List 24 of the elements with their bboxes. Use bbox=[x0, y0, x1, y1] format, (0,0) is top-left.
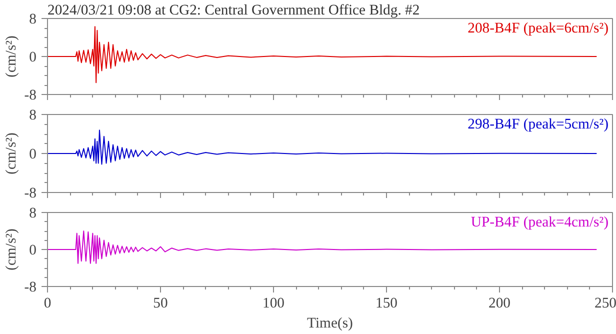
series-label: UP-B4F (peak=4cm/s²) bbox=[470, 214, 609, 230]
y-tick-label: -8 bbox=[24, 186, 37, 202]
y-tick-label: 0 bbox=[29, 146, 36, 162]
series-label: 298-B4F (peak=5cm/s²) bbox=[468, 116, 609, 132]
x-tick-label: 150 bbox=[376, 296, 398, 312]
line-series bbox=[48, 230, 598, 264]
x-tick-label: 250 bbox=[594, 296, 616, 312]
y-tick-label: -8 bbox=[24, 88, 37, 104]
chart-title: 2024/03/21 09:08 at CG2: Central Government Office Bldg. #2 bbox=[48, 2, 420, 18]
x-tick-label: 50 bbox=[153, 296, 168, 312]
y-tick-label: 8 bbox=[29, 206, 36, 222]
y-tick-label: 8 bbox=[29, 12, 36, 28]
series-label: 208-B4F (peak=6cm/s²) bbox=[468, 20, 609, 36]
x-tick-label: 200 bbox=[488, 296, 510, 312]
y-tick-label: -8 bbox=[24, 280, 37, 296]
y-tick-label: 8 bbox=[29, 108, 36, 124]
y-axis-title: (cm/s²) bbox=[3, 132, 20, 174]
x-axis-title: Time(s) bbox=[307, 316, 354, 332]
x-tick-label: 100 bbox=[262, 296, 284, 312]
y-axis-title: (cm/s²) bbox=[3, 35, 20, 78]
y-tick-label: 0 bbox=[29, 242, 36, 258]
y-axis-title: (cm/s²) bbox=[3, 228, 20, 270]
x-tick-label: 0 bbox=[44, 296, 52, 312]
y-tick-label: 0 bbox=[29, 50, 36, 66]
